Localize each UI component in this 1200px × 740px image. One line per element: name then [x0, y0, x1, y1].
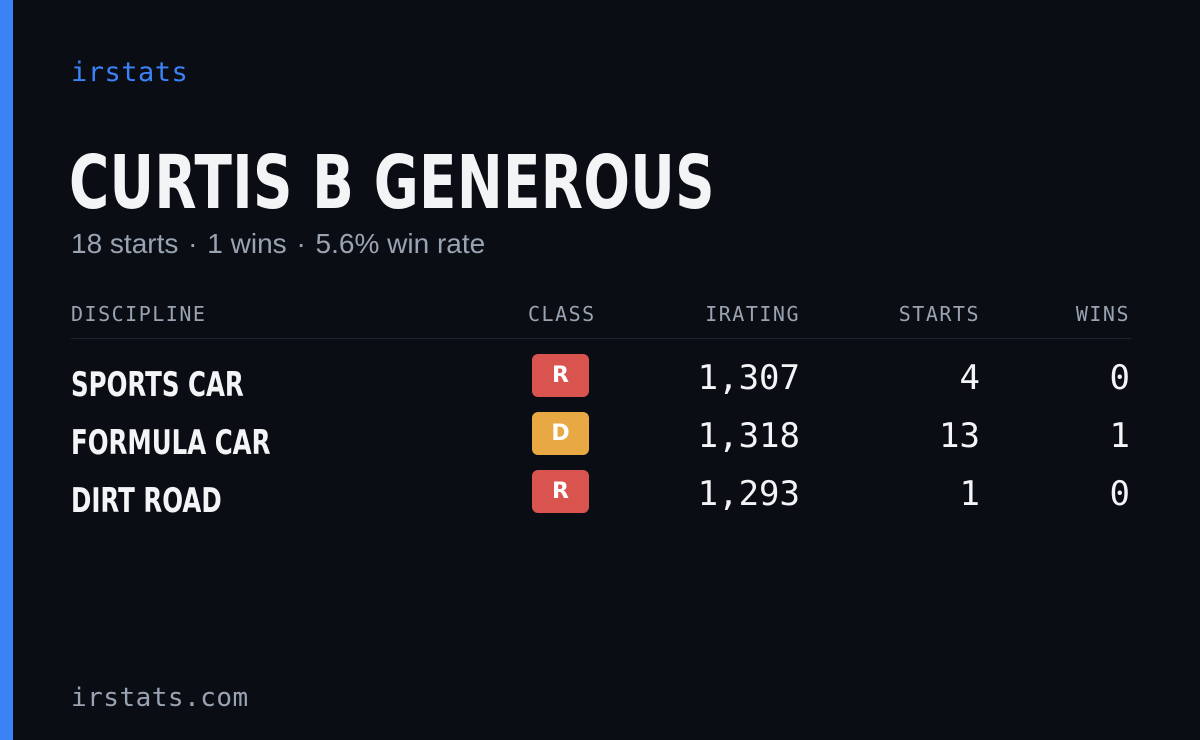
class-badge: D: [532, 412, 589, 455]
summary-separator: ·: [188, 228, 198, 259]
header-starts: STARTS: [898, 302, 980, 326]
footer-domain: irstats.com: [71, 683, 249, 713]
driver-summary: 18 starts · 1 wins · 5.6% win rate: [71, 226, 485, 262]
class-badge: R: [532, 354, 589, 397]
summary-separator: ·: [296, 228, 306, 259]
header-discipline: DISCIPLINE: [71, 302, 207, 326]
irating-value: 1,318: [697, 416, 800, 456]
header-wins: WINS: [1075, 302, 1130, 326]
discipline-name: DIRT ROAD: [71, 481, 222, 521]
wins-value: 1: [1109, 416, 1130, 456]
starts-value: 4: [959, 358, 980, 398]
win-rate-summary: 5.6% win rate: [315, 228, 486, 259]
discipline-name: FORMULA CAR: [71, 423, 271, 463]
header-class: CLASS: [528, 302, 596, 326]
brand-logo-text: irstats: [71, 57, 189, 88]
discipline-name: SPORTS CAR: [71, 365, 244, 405]
starts-value: 13: [939, 416, 980, 456]
table-row: DIRT ROAD R 1,293 1 0: [71, 470, 1131, 521]
irating-value: 1,307: [697, 358, 800, 398]
wins-summary: 1 wins: [207, 228, 287, 259]
table-header: DISCIPLINE CLASS IRATING STARTS WINS: [71, 300, 1131, 339]
starts-summary: 18 starts: [71, 228, 179, 259]
table-row: FORMULA CAR D 1,318 13 1: [71, 412, 1131, 463]
accent-bar: [0, 0, 13, 740]
irating-value: 1,293: [697, 474, 800, 514]
wins-value: 0: [1109, 358, 1130, 398]
driver-name: CURTIS B GENEROUS: [69, 140, 715, 226]
table-row: SPORTS CAR R 1,307 4 0: [71, 354, 1131, 405]
wins-value: 0: [1109, 474, 1130, 514]
class-badge: R: [532, 470, 589, 513]
starts-value: 1: [959, 474, 980, 514]
header-irating: IRATING: [705, 302, 800, 326]
